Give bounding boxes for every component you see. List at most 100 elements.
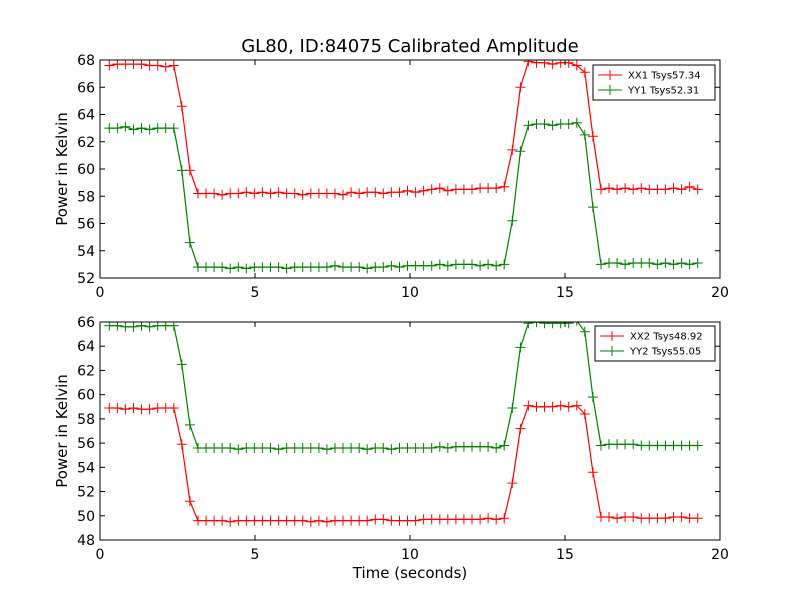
bottom-x-tick-label: 15 <box>556 547 574 563</box>
bottom-plot-series-layer <box>104 322 703 527</box>
top-x-tick-label: 5 <box>251 285 260 301</box>
bottom-series-2-point <box>362 444 373 455</box>
top-legend-label-xx1: XX1 Tsys57.34 <box>628 71 701 82</box>
bottom-series-2-point <box>579 326 590 337</box>
bottom-series-1-point <box>168 403 179 413</box>
bottom-y-tick-label: 48 <box>77 533 95 549</box>
top-series-1-point <box>241 187 252 198</box>
top-series-2-point <box>217 262 228 273</box>
top-series-1-point <box>426 184 437 195</box>
top-y-tick-label: 62 <box>77 135 95 151</box>
top-series-1-point <box>612 184 623 195</box>
top-series-1-point <box>297 189 308 200</box>
bottom-y-tick-label: 64 <box>77 339 95 355</box>
top-legend-label-yy1: YY1 Tsys52.31 <box>627 86 699 97</box>
top-series-1-point <box>434 183 445 194</box>
x-axis-label: Time (seconds) <box>352 564 468 582</box>
top-series-1-point <box>265 188 276 199</box>
top-series-1-point <box>523 60 534 67</box>
top-series-2-point <box>434 259 445 270</box>
top-y-tick-label: 66 <box>77 80 95 96</box>
top-series-1-point <box>418 185 429 196</box>
bottom-series-2-point <box>628 439 639 450</box>
bottom-series-2-point <box>386 444 397 455</box>
top-series-2-point <box>587 202 598 213</box>
top-x-tick-label: 20 <box>711 285 729 301</box>
top-legend-marker-yy1 <box>605 85 615 95</box>
bottom-y-tick-label: 58 <box>77 412 95 428</box>
bottom-x-tick-label: 0 <box>96 547 105 563</box>
bottom-series-1-point <box>523 400 534 411</box>
top-series-2-point <box>112 123 123 134</box>
top-series-2-point <box>539 119 550 129</box>
bottom-series-2-point <box>265 443 276 453</box>
bottom-series-1-point <box>692 513 703 524</box>
top-series-2-point <box>692 258 703 268</box>
top-x-tick-label: 10 <box>401 285 419 301</box>
top-series-2-point <box>620 259 631 270</box>
bottom-series-2-point <box>225 443 236 453</box>
bottom-series-1-point <box>547 401 558 412</box>
top-series-2-point <box>491 260 502 271</box>
bottom-plot-ticks: 0 5 10 15 20 48 50 52 54 56 58 60 62 64 66 <box>77 315 729 563</box>
bottom-series-1-point <box>217 515 228 526</box>
top-series-2-point <box>684 259 695 270</box>
top-series-1-point <box>168 60 179 71</box>
top-legend-box <box>592 64 716 101</box>
top-series-1-point <box>676 184 687 195</box>
top-series-2-point <box>225 263 236 274</box>
bottom-x-tick-label: 5 <box>251 547 260 563</box>
bottom-series-1-point <box>378 514 389 525</box>
bottom-series-1-point <box>410 515 421 526</box>
top-series-1-point <box>330 188 340 199</box>
bottom-series-2-point <box>233 444 244 455</box>
bottom-series-2-point <box>128 322 139 332</box>
top-y-tick-label: 52 <box>77 271 95 287</box>
bottom-series-2-point <box>491 443 502 453</box>
top-series-1-point <box>394 187 405 198</box>
bottom-x-tick-label: 10 <box>401 547 419 563</box>
bottom-series-1-point <box>499 513 510 524</box>
top-series-2-point <box>547 120 558 131</box>
top-series-2-point <box>596 259 606 270</box>
top-series-2-point <box>612 258 623 268</box>
top-series-1-point <box>160 61 171 72</box>
bottom-y-tick-label: 52 <box>77 485 95 501</box>
bottom-series-1-point <box>491 514 502 525</box>
top-series-2-point <box>233 262 244 273</box>
bottom-series-1-point <box>225 516 236 527</box>
top-series-1-point <box>370 187 381 198</box>
top-series-2-point <box>676 258 687 268</box>
top-series-1-point <box>507 144 518 155</box>
top-series-2-point <box>467 259 477 270</box>
bottom-series-1-point <box>483 513 494 524</box>
top-series-2-point <box>120 121 131 132</box>
top-series-1-point <box>378 188 389 199</box>
bottom-series-2-point <box>434 441 445 452</box>
top-series-1-point <box>467 184 477 195</box>
top-series-1-point <box>571 60 582 71</box>
bottom-series-2-point <box>442 443 453 453</box>
top-series-2-point <box>273 262 284 273</box>
top-series-1-point <box>515 82 526 93</box>
top-series-2-point <box>394 262 405 273</box>
top-series-1-point <box>491 183 502 194</box>
top-series-1-point <box>587 131 598 142</box>
top-y-tick-label: 60 <box>77 162 95 178</box>
top-series-1-point <box>273 187 284 198</box>
bottom-series-2-point <box>507 403 518 413</box>
top-y-tick-label: 54 <box>77 244 95 260</box>
bottom-series-1-point <box>676 512 687 522</box>
bottom-series-1-point <box>587 467 598 478</box>
top-series-2-point <box>241 263 252 274</box>
top-series-1-point <box>152 60 163 71</box>
top-series-1-point <box>257 187 268 198</box>
top-x-tick-label: 0 <box>96 285 105 301</box>
bottom-series-1-point <box>475 514 486 525</box>
top-series-1-point <box>410 187 421 198</box>
top-series-2-point <box>354 262 365 273</box>
top-series-1-point <box>668 183 679 194</box>
bottom-series-1-point <box>579 409 590 419</box>
bottom-series-2-point <box>378 443 389 453</box>
